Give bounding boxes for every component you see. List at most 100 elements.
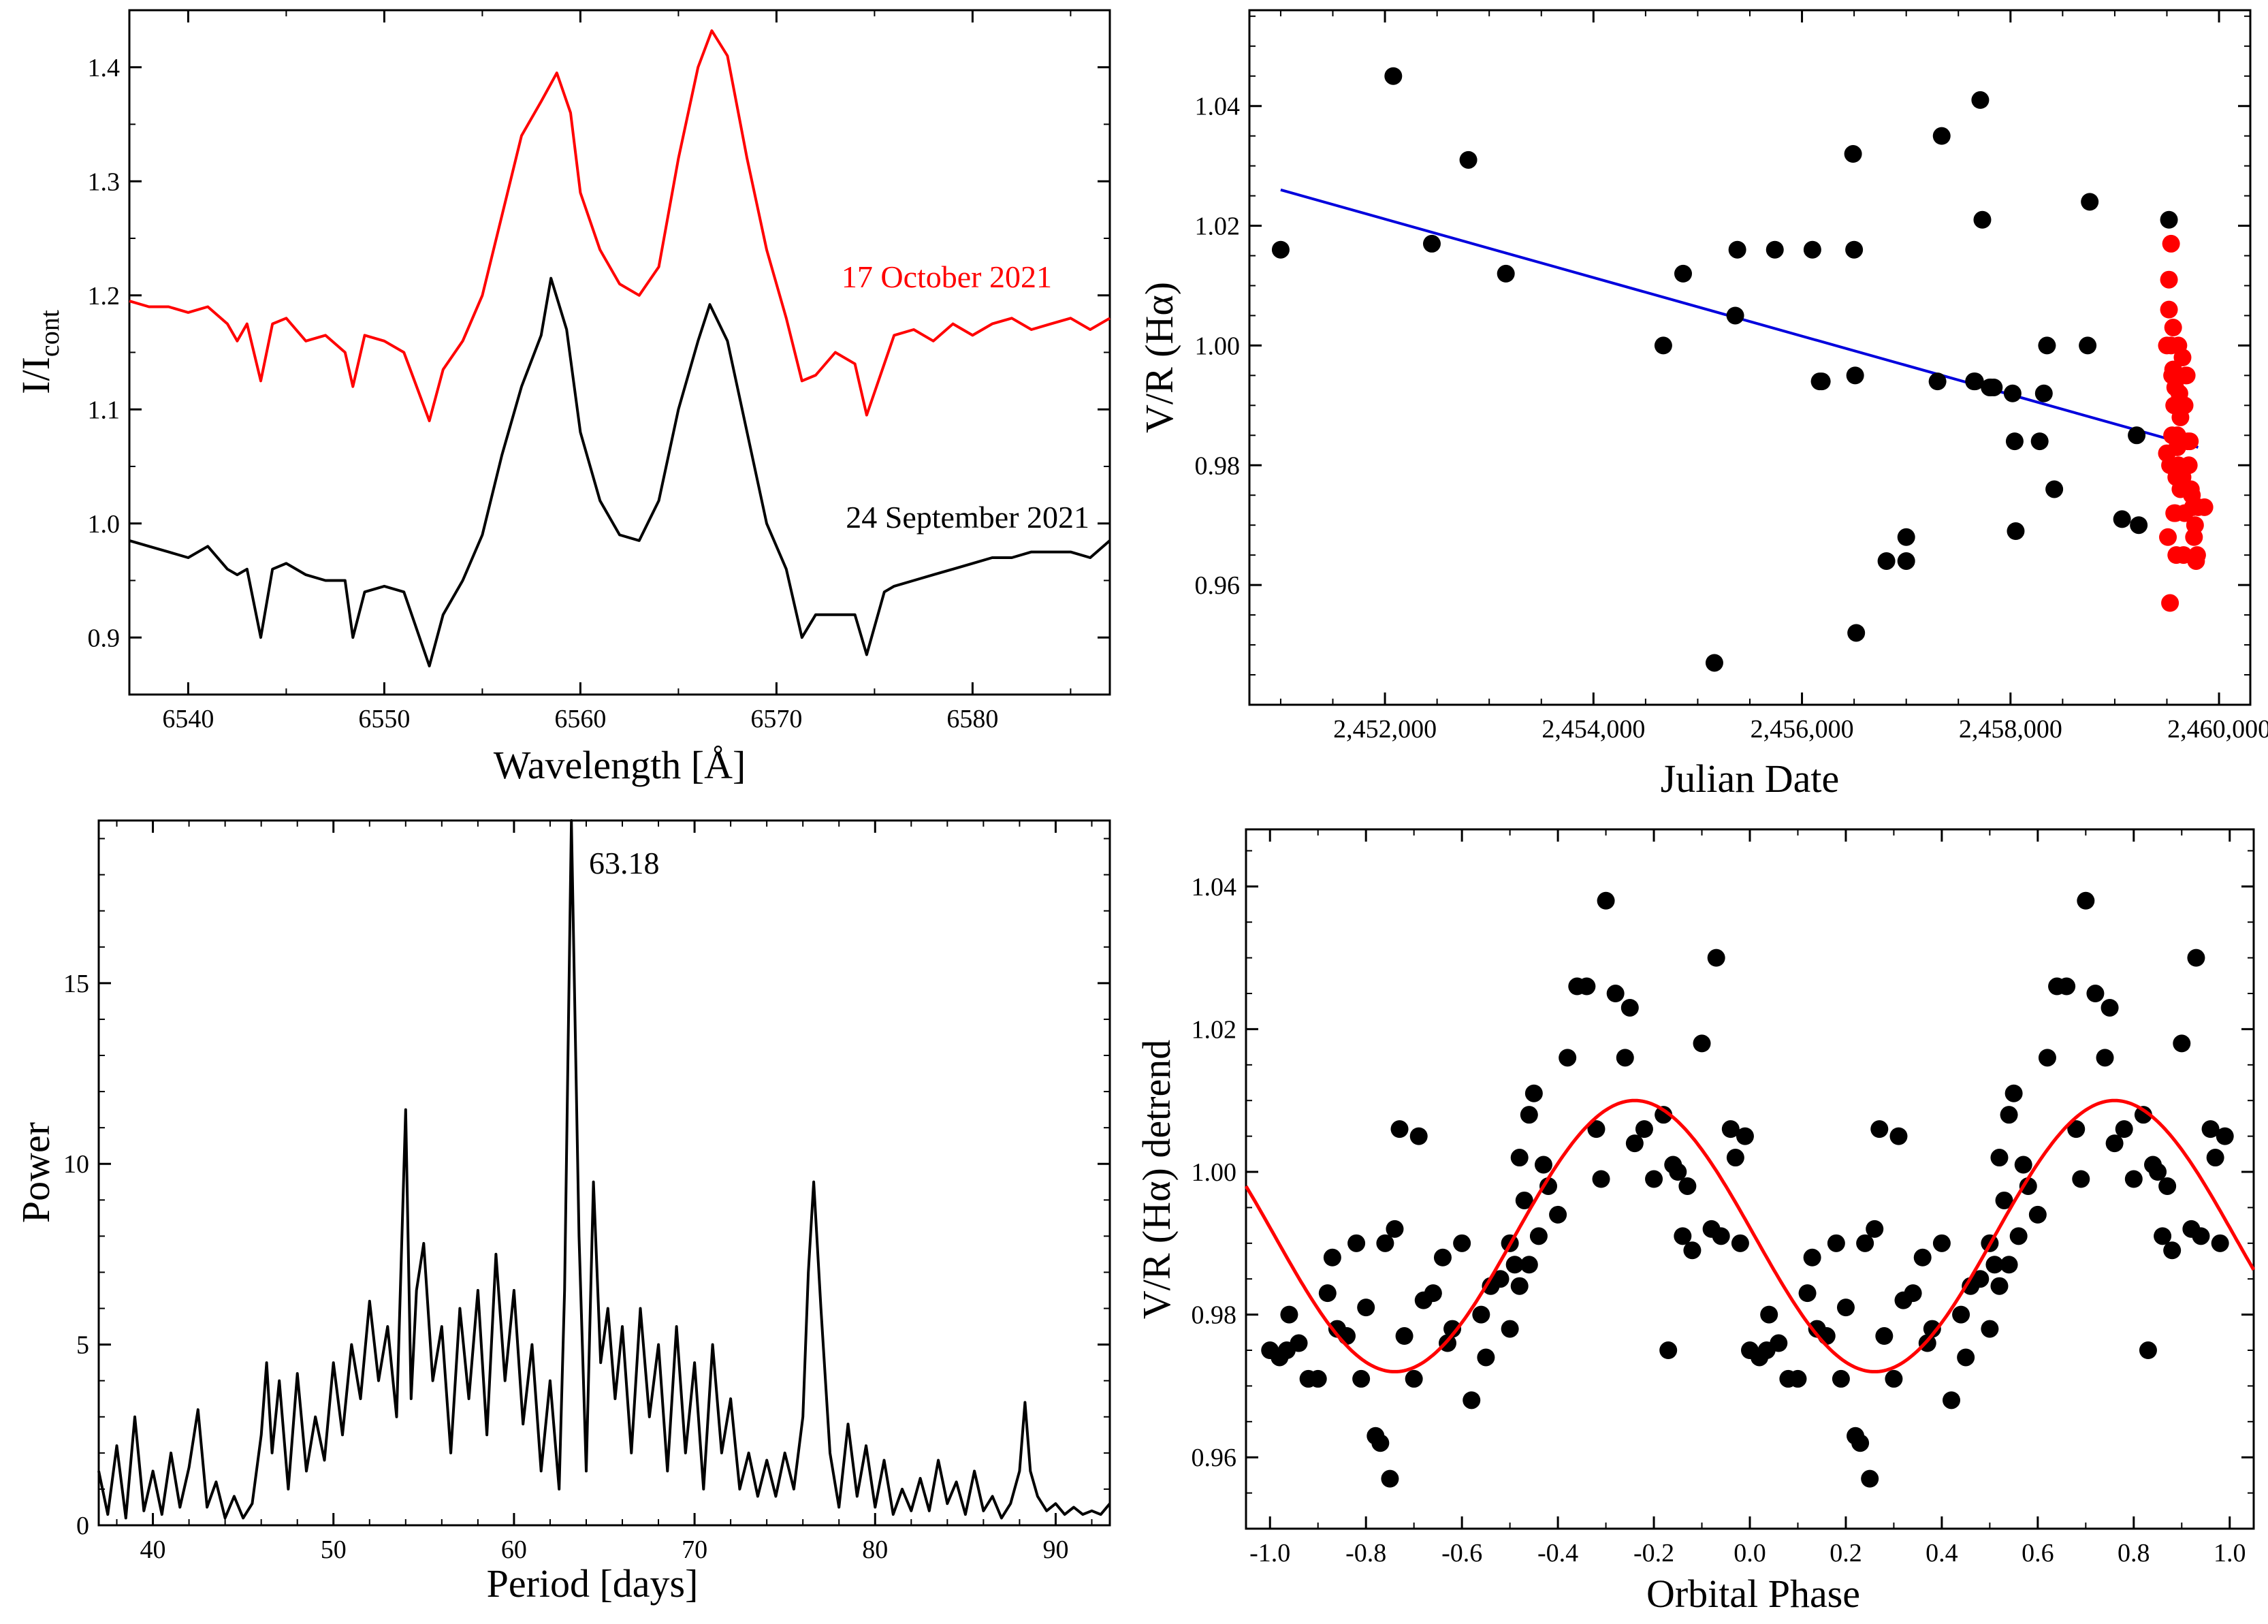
spectra-xtick-label: 6580 bbox=[946, 705, 998, 733]
phased-point bbox=[1727, 1149, 1744, 1166]
vr-jd-point-red bbox=[2158, 336, 2176, 354]
phased-point bbox=[1309, 1370, 1327, 1388]
phased-point bbox=[1621, 999, 1639, 1017]
vr-jd-point-red bbox=[2165, 505, 2183, 522]
phased-point bbox=[1347, 1235, 1365, 1252]
vr-jd-point-black bbox=[2128, 426, 2145, 444]
phased-point bbox=[1501, 1320, 1519, 1338]
phased-point bbox=[2115, 1120, 2133, 1138]
phased-ytick-label: 0.98 bbox=[1192, 1301, 1237, 1330]
spectra-xtick-label: 6560 bbox=[554, 705, 606, 733]
vr-jd-point-black bbox=[1706, 654, 1723, 671]
phased-point bbox=[2039, 1049, 2056, 1066]
phased-point bbox=[1324, 1249, 1341, 1267]
phased-x-axis-label: Orbital Phase bbox=[1646, 1572, 1860, 1616]
phased-point bbox=[1981, 1320, 1998, 1338]
phased-point bbox=[1278, 1341, 1296, 1359]
vr-jd-point-black bbox=[1847, 624, 1865, 641]
vr-jd-point-black bbox=[2038, 336, 2056, 354]
vr-jd-point-black bbox=[2113, 510, 2131, 528]
phased-point bbox=[1511, 1149, 1529, 1166]
phased-point bbox=[2077, 892, 2094, 910]
vr-jd-y-axis-label: V/R (Hα) bbox=[1137, 282, 1181, 433]
periodogram-xtick-label: 70 bbox=[682, 1535, 707, 1564]
phased-xtick-label: 1.0 bbox=[2214, 1539, 2246, 1567]
phased-point bbox=[1990, 1149, 2008, 1166]
phased-point bbox=[1371, 1434, 1389, 1452]
phased-xtick-label: 0.0 bbox=[1734, 1539, 1766, 1567]
phased-point bbox=[1405, 1370, 1423, 1388]
phased-point bbox=[1731, 1235, 1749, 1252]
phased-point bbox=[1678, 1177, 1696, 1195]
vr-jd-point-red bbox=[2176, 396, 2194, 414]
phased-point bbox=[2005, 1085, 2023, 1102]
phased-point bbox=[1943, 1391, 1960, 1409]
vr-jd-point-black bbox=[1423, 235, 1441, 253]
vr-jd-point-black bbox=[2081, 193, 2098, 210]
periodogram-peak-label: 63.18 bbox=[589, 846, 660, 880]
phased-point bbox=[2207, 1149, 2224, 1166]
spectra-label-oct: 17 October 2021 bbox=[842, 259, 1052, 294]
phased-point bbox=[2029, 1206, 2047, 1224]
vr-jd-point-red bbox=[2188, 546, 2206, 564]
vr-jd-point-black bbox=[1985, 379, 2002, 396]
vr-jd-ytick-label: 0.98 bbox=[1195, 451, 1241, 480]
phased-point bbox=[2086, 985, 2104, 1002]
vr-jd-point-black bbox=[1933, 127, 1951, 145]
phased-point bbox=[1708, 949, 1725, 967]
periodogram-ytick-label: 10 bbox=[63, 1150, 89, 1179]
periodogram-ytick-label: 0 bbox=[76, 1512, 89, 1540]
vr-jd-ytick-label: 1.02 bbox=[1195, 212, 1241, 241]
phased-point bbox=[1477, 1348, 1495, 1366]
vr-jd-point-black bbox=[1929, 372, 1947, 390]
vr-jd-ytick-label: 1.00 bbox=[1195, 332, 1241, 360]
phased-xtick-label: 0.2 bbox=[1830, 1539, 1862, 1567]
phased-point bbox=[1520, 1106, 1538, 1124]
phased-point bbox=[1914, 1249, 1932, 1267]
vr-jd-point-black bbox=[1898, 552, 1915, 570]
vr-jd-ytick-label: 1.04 bbox=[1195, 93, 1241, 121]
vr-jd-point-red bbox=[2182, 480, 2200, 498]
phased-point bbox=[1693, 1034, 1711, 1052]
phased-xtick-label: -0.2 bbox=[1633, 1539, 1674, 1567]
phased-point bbox=[1453, 1235, 1471, 1252]
phased-point bbox=[1386, 1220, 1403, 1238]
phased-point bbox=[1818, 1327, 1836, 1345]
vr-jd-point-black bbox=[1384, 67, 1402, 85]
vr-jd-point-black bbox=[1727, 306, 1744, 324]
phased-xtick-label: 0.8 bbox=[2118, 1539, 2150, 1567]
vr-jd-point-black bbox=[2006, 432, 2024, 450]
phased-point bbox=[1827, 1235, 1845, 1252]
vr-jd-point-red bbox=[2178, 366, 2196, 384]
phased-point bbox=[1866, 1220, 1883, 1238]
vr-jd-point-red bbox=[2161, 594, 2179, 612]
phased-point bbox=[1837, 1299, 1855, 1316]
vr-jd-point-red bbox=[2162, 235, 2180, 253]
phased-point bbox=[1607, 985, 1625, 1002]
vr-jd-point-black bbox=[1878, 552, 1896, 570]
phased-xtick-label: -1.0 bbox=[1249, 1539, 1290, 1567]
phased-point bbox=[1952, 1306, 1970, 1324]
phased-point bbox=[1736, 1128, 1754, 1145]
spectra-x-axis-label: Wavelength [Å] bbox=[494, 743, 746, 787]
vr-jd-point-red bbox=[2196, 498, 2214, 516]
phased-point bbox=[1280, 1306, 1298, 1324]
vr-jd-point-black bbox=[1847, 366, 1864, 384]
phased-point bbox=[1338, 1327, 1356, 1345]
phased-point bbox=[2000, 1106, 2018, 1124]
spectra-xtick-label: 6550 bbox=[358, 705, 410, 733]
vr-jd-point-black bbox=[2031, 432, 2049, 450]
phased-point bbox=[1319, 1284, 1337, 1302]
phased-point bbox=[1957, 1348, 1975, 1366]
vr-jd-point-black bbox=[1971, 91, 1989, 109]
phased-point bbox=[1635, 1120, 1653, 1138]
vr-jd-point-red bbox=[2180, 456, 2198, 474]
vr-jd-point-black bbox=[1460, 151, 1478, 169]
spectra-lines bbox=[129, 31, 1110, 666]
spectra-xtick-label: 6540 bbox=[162, 705, 214, 733]
periodogram-ytick-label: 15 bbox=[63, 970, 89, 998]
phased-point bbox=[1760, 1306, 1778, 1324]
